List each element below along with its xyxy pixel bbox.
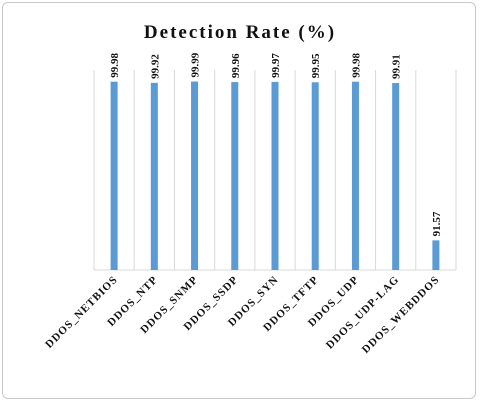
- data-label: 99.95: [310, 53, 322, 78]
- tick-label: DDOS_UDP-LAG: [324, 274, 402, 352]
- tick-label: DDOS_WEBDDOS: [360, 274, 442, 356]
- data-label: 99.96: [230, 53, 242, 78]
- data-label: 91.57: [431, 211, 443, 236]
- bar: [432, 240, 440, 270]
- bar: [150, 82, 158, 270]
- bar: [392, 83, 400, 271]
- bar: [231, 82, 239, 270]
- data-label: 99.97: [270, 53, 282, 78]
- chart-title: Detection Rate (%): [143, 22, 337, 43]
- bar: [191, 81, 199, 271]
- data-label: 99.99: [190, 52, 202, 77]
- data-label: 99.98: [350, 52, 362, 77]
- tick-label: DDOS_NETBIOS: [43, 274, 120, 351]
- data-label: 99.92: [149, 54, 161, 79]
- bar: [311, 82, 319, 270]
- bar: [110, 81, 118, 270]
- bar: [351, 81, 359, 270]
- bar: [271, 81, 279, 270]
- data-label: 99.91: [391, 54, 403, 79]
- data-label: 99.98: [109, 52, 121, 77]
